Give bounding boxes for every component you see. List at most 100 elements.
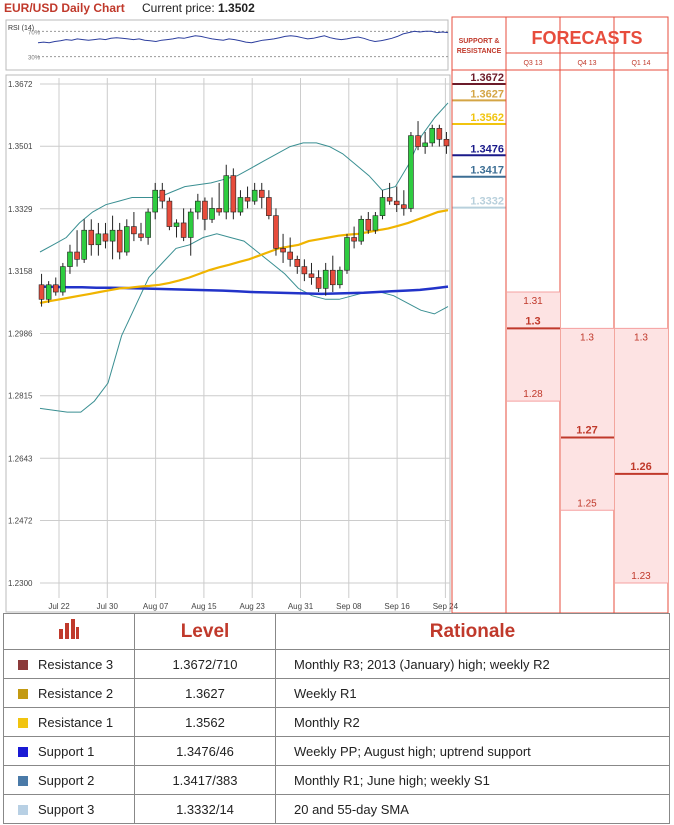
candle bbox=[386, 197, 393, 202]
candle bbox=[308, 273, 315, 278]
candle bbox=[266, 197, 272, 216]
forecast-median-label: 1.3 bbox=[525, 315, 540, 327]
forecast-range bbox=[561, 328, 614, 511]
forecast-low-label: 1.23 bbox=[631, 571, 651, 582]
candle bbox=[379, 197, 386, 216]
sr-level-label: 1.3627 bbox=[470, 88, 504, 100]
sma55-line bbox=[39, 285, 449, 296]
candle bbox=[195, 200, 201, 213]
sr-level-label: 1.3562 bbox=[470, 112, 504, 124]
candle bbox=[173, 222, 180, 227]
y-tick-label: 1.3158 bbox=[8, 267, 33, 276]
table-row: Resistance 2 1.3627 Weekly R1 bbox=[3, 678, 670, 708]
level-name-cell: Resistance 3 bbox=[3, 649, 135, 679]
y-tick-label: 1.3329 bbox=[8, 205, 33, 214]
y-tick-label: 1.2815 bbox=[8, 392, 33, 401]
level-color-swatch bbox=[18, 776, 28, 787]
candle bbox=[230, 175, 237, 213]
rationale-header: Rationale bbox=[275, 613, 670, 650]
forecast-period: Q1 14 bbox=[631, 60, 650, 67]
forecast-median-label: 1.27 bbox=[576, 425, 597, 437]
x-tick-label: Aug 23 bbox=[240, 602, 266, 611]
level-rationale: Weekly PP; August high; uptrend support bbox=[275, 736, 670, 766]
candle bbox=[216, 208, 222, 213]
candle bbox=[166, 200, 173, 227]
level-name: Resistance 2 bbox=[38, 685, 114, 701]
candle bbox=[209, 208, 215, 220]
forecast-range bbox=[615, 328, 668, 583]
candle bbox=[315, 277, 322, 289]
forecast-median-label: 1.26 bbox=[630, 461, 651, 473]
candle bbox=[95, 233, 102, 246]
candle bbox=[74, 251, 80, 260]
x-tick-label: Jul 22 bbox=[48, 602, 70, 611]
y-tick-label: 1.2472 bbox=[8, 516, 33, 525]
candle bbox=[337, 269, 343, 286]
forecast-range bbox=[507, 292, 560, 402]
candle bbox=[251, 189, 258, 202]
level-name: Resistance 3 bbox=[38, 656, 114, 672]
candle bbox=[408, 135, 414, 209]
candle bbox=[344, 237, 350, 271]
candle bbox=[152, 189, 158, 213]
candle bbox=[358, 218, 364, 242]
price-label: Current price: bbox=[142, 1, 215, 15]
x-tick-label: Aug 15 bbox=[191, 602, 217, 611]
candle bbox=[330, 269, 336, 286]
candle bbox=[180, 222, 187, 238]
candle bbox=[393, 200, 400, 206]
level-name-cell: Support 1 bbox=[3, 736, 135, 766]
x-tick-label: Sep 08 bbox=[336, 602, 362, 611]
level-color-swatch bbox=[18, 805, 28, 816]
level-color-swatch bbox=[18, 660, 28, 671]
y-tick-label: 1.3672 bbox=[8, 80, 33, 89]
candle bbox=[45, 284, 52, 300]
candle bbox=[294, 259, 301, 267]
forecast-high-label: 1.3 bbox=[634, 332, 648, 343]
candle bbox=[244, 197, 251, 202]
level-rationale: 20 and 55-day SMA bbox=[275, 794, 670, 824]
candle bbox=[365, 218, 372, 231]
price-panel bbox=[5, 74, 451, 613]
candle bbox=[52, 284, 59, 293]
price-chart: RSI (14)70% 30% 1.3672 1.3501 1.3329 1.3158 1.… bbox=[5, 16, 669, 613]
sr-level-label: 1.3417 bbox=[470, 165, 504, 177]
price-value: 1.3502 bbox=[218, 1, 255, 15]
candle bbox=[116, 229, 123, 253]
level-color-swatch bbox=[18, 747, 28, 758]
candle bbox=[138, 233, 144, 238]
candle bbox=[67, 251, 73, 267]
sr-header: SUPPORT & RESISTANCE bbox=[457, 38, 502, 55]
candle bbox=[273, 215, 279, 249]
table-row: Resistance 1 1.3562 Monthly R2 bbox=[3, 707, 670, 737]
level-value: 1.3332/14 bbox=[134, 794, 276, 824]
level-value: 1.3417/383 bbox=[134, 765, 276, 795]
level-name-cell: Resistance 2 bbox=[3, 678, 135, 708]
candle bbox=[415, 135, 421, 147]
candle bbox=[88, 229, 95, 246]
levels-table: Level Rationale Resistance 3 1.3672/710 Mo… bbox=[3, 613, 670, 824]
x-tick-label: Aug 31 bbox=[288, 602, 314, 611]
y-tick-label: 1.2643 bbox=[8, 454, 33, 463]
level-name-cell: Resistance 1 bbox=[3, 707, 135, 737]
current-price: Current price: 1.3502 bbox=[142, 1, 255, 15]
candle bbox=[436, 128, 443, 140]
level-value: 1.3562 bbox=[134, 707, 276, 737]
sma20-line bbox=[39, 209, 449, 304]
candle bbox=[322, 269, 329, 289]
candle bbox=[223, 175, 230, 213]
rsi-label: RSI (14) bbox=[8, 25, 34, 32]
candle bbox=[187, 211, 194, 238]
rsi-line bbox=[37, 30, 449, 44]
candle bbox=[202, 200, 208, 220]
candle bbox=[131, 226, 137, 235]
x-tick-label: Aug 07 bbox=[143, 602, 169, 611]
level-rationale: Monthly R1; June high; weekly S1 bbox=[275, 765, 670, 795]
level-name: Support 3 bbox=[38, 801, 95, 817]
rsi-panel bbox=[5, 19, 449, 71]
level-header: Level bbox=[134, 613, 276, 650]
level-rationale: Monthly R2 bbox=[275, 707, 670, 737]
candle bbox=[429, 128, 436, 144]
forecast-high-label: 1.31 bbox=[523, 296, 543, 307]
y-tick-label: 1.2986 bbox=[8, 330, 33, 339]
